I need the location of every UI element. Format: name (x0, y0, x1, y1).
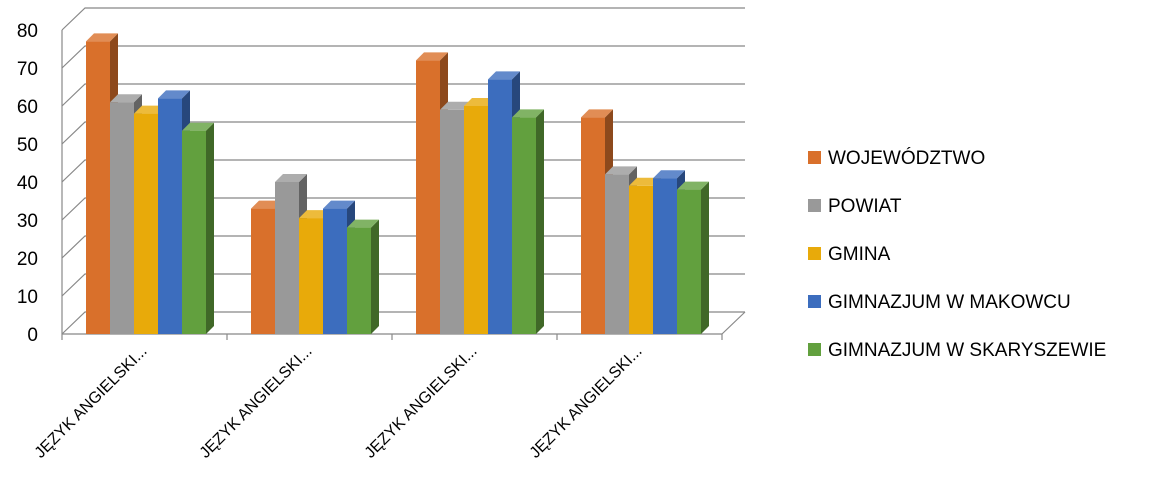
y-tick-label: 80 (17, 21, 38, 42)
bar-front (86, 41, 110, 335)
bar (677, 181, 709, 334)
bar-front (464, 106, 488, 334)
bar-top (512, 109, 544, 118)
category-label: JĘZYK ANGIELSKI... (527, 343, 646, 462)
bar-front (347, 227, 371, 334)
bar-front (158, 98, 182, 335)
category-label: JĘZYK ANGIELSKI... (32, 343, 151, 462)
category-labels: JĘZYK ANGIELSKI... JĘZYK ANGIELSKI... JĘZY… (32, 343, 646, 462)
bars (86, 33, 709, 335)
gridline (61, 83, 745, 107)
bar-top (416, 52, 448, 61)
bar (347, 219, 379, 334)
bar-front (581, 117, 605, 335)
legend-item: GMINA (808, 244, 891, 265)
bar-top (110, 94, 142, 103)
legend-swatch (808, 199, 821, 212)
bar-front (440, 109, 464, 334)
y-tick-label: 10 (17, 287, 38, 308)
bar-top (488, 71, 520, 80)
bar-front (629, 185, 653, 334)
bar-front (416, 60, 440, 335)
y-tick-label: 40 (17, 173, 38, 194)
bar-front (182, 130, 206, 334)
bar-front (134, 113, 158, 334)
bar-front (488, 79, 512, 335)
bar-side (536, 109, 544, 335)
legend-swatch (808, 295, 821, 308)
legend-swatch (808, 247, 821, 260)
bar-side (371, 219, 379, 334)
gridline (61, 45, 745, 69)
bar-top (347, 219, 379, 228)
legend-swatch (808, 343, 821, 356)
floor-edge (721, 311, 746, 335)
legend-label: GIMNAZJUM W MAKOWCU (828, 292, 1071, 313)
legend: WOJEWÓDZTWO POWIAT GMINA GIMNAZJUM W MAKOWC… (808, 147, 1106, 361)
legend-label: POWIAT (828, 196, 902, 217)
bar (512, 109, 544, 335)
bar-top (677, 181, 709, 190)
legend-item: GIMNAZJUM W MAKOWCU (808, 292, 1071, 313)
bar-front (653, 178, 677, 334)
legend-label: WOJEWÓDZTWO (828, 147, 985, 169)
y-tick-label: 30 (17, 211, 38, 232)
gridline (61, 7, 745, 31)
y-tick-label: 70 (17, 59, 38, 80)
y-tick-label: 0 (27, 325, 38, 346)
bar-top (275, 174, 307, 182)
bar-front (323, 208, 347, 334)
bar-side (206, 122, 214, 334)
gridlines (61, 7, 745, 335)
bar-front (251, 208, 275, 334)
legend-label: GIMNAZJUM W SKARYSZEWIE (828, 340, 1106, 361)
category-label: JĘZYK ANGIELSKI... (197, 343, 316, 462)
legend-swatch (808, 151, 821, 164)
legend-label: GMINA (828, 244, 891, 265)
bar-front (512, 117, 536, 335)
bar-front (605, 174, 629, 334)
y-tick-label: 20 (17, 249, 38, 270)
bar-top (605, 166, 637, 175)
bar-side (701, 181, 709, 334)
y-tick-labels: 0 10 20 30 40 50 60 70 80 (17, 21, 38, 346)
legend-item: GIMNAZJUM W SKARYSZEWIE (808, 340, 1106, 361)
legend-item: WOJEWÓDZTWO (808, 147, 985, 169)
bar-front (275, 182, 299, 334)
bar-top (158, 90, 190, 99)
legend-item: POWIAT (808, 196, 902, 217)
y-tick-label: 60 (17, 97, 38, 118)
y-tick-label: 50 (17, 135, 38, 156)
bar-top (323, 200, 355, 209)
category-label: JĘZYK ANGIELSKI... (362, 343, 481, 462)
bar-top (653, 170, 685, 179)
bar (182, 122, 214, 334)
bar-top (581, 109, 613, 118)
bar-top (86, 33, 118, 42)
bar-top (182, 122, 214, 131)
bar-front (677, 189, 701, 334)
bar-front (110, 102, 134, 334)
bar-front (299, 218, 323, 334)
